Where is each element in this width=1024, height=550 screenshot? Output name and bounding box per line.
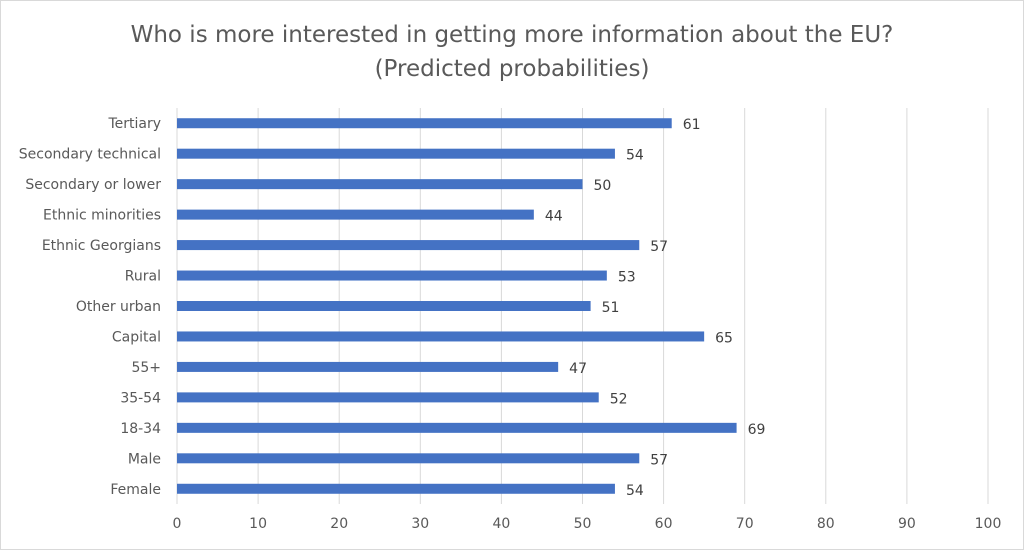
x-tick-label: 60	[655, 516, 673, 532]
data-label: 57	[650, 452, 668, 468]
category-label: Capital	[112, 329, 161, 345]
x-tick-label: 20	[330, 516, 348, 532]
category-label: Female	[110, 482, 161, 498]
data-label: 53	[618, 270, 636, 286]
x-tick-label: 10	[249, 516, 267, 532]
category-label: 35-54	[120, 390, 161, 406]
bar	[177, 209, 534, 220]
data-label: 44	[545, 209, 563, 225]
category-label: Male	[128, 451, 161, 467]
data-label: 54	[626, 483, 644, 499]
bar	[177, 301, 591, 311]
category-label: Secondary or lower	[25, 177, 161, 193]
bar	[177, 453, 640, 464]
bar	[177, 118, 672, 129]
x-tick-label: 50	[574, 516, 592, 532]
x-tick-label: 100	[975, 516, 1002, 532]
bar	[177, 392, 599, 403]
data-label: 52	[610, 391, 628, 407]
chart-title: Who is more interested in getting more i…	[130, 22, 894, 48]
x-tick-label: 70	[736, 516, 754, 532]
data-label: 51	[602, 300, 620, 316]
x-tick-label: 0	[173, 516, 182, 532]
bar	[177, 331, 705, 342]
data-label: 57	[650, 239, 668, 255]
bar	[177, 179, 583, 190]
category-label: 55+	[131, 360, 161, 376]
bar	[177, 422, 737, 433]
category-label: Ethnic minorities	[43, 208, 161, 224]
data-label: 50	[594, 178, 612, 194]
category-label: Ethnic Georgians	[42, 238, 161, 254]
x-tick-label: 80	[817, 516, 835, 532]
bar	[177, 148, 615, 159]
bar	[177, 483, 615, 494]
data-label: 69	[748, 422, 766, 438]
bar	[177, 240, 640, 251]
chart-subtitle: (Predicted probabilities)	[374, 56, 650, 82]
category-label: Other urban	[76, 299, 161, 315]
category-label: Tertiary	[107, 116, 161, 132]
x-tick-label: 30	[411, 516, 429, 532]
bar	[177, 270, 607, 281]
chart-title-block: Who is more interested in getting more i…	[0, 18, 1024, 86]
data-label: 61	[683, 117, 701, 133]
data-label: 54	[626, 148, 644, 164]
category-label: Secondary technical	[19, 147, 161, 163]
x-tick-label: 40	[492, 516, 510, 532]
category-label: 18-34	[120, 421, 161, 437]
category-label: Rural	[125, 269, 161, 285]
data-label: 65	[715, 330, 733, 346]
bar	[177, 361, 559, 372]
data-label: 47	[569, 361, 587, 377]
x-tick-label: 90	[898, 516, 916, 532]
